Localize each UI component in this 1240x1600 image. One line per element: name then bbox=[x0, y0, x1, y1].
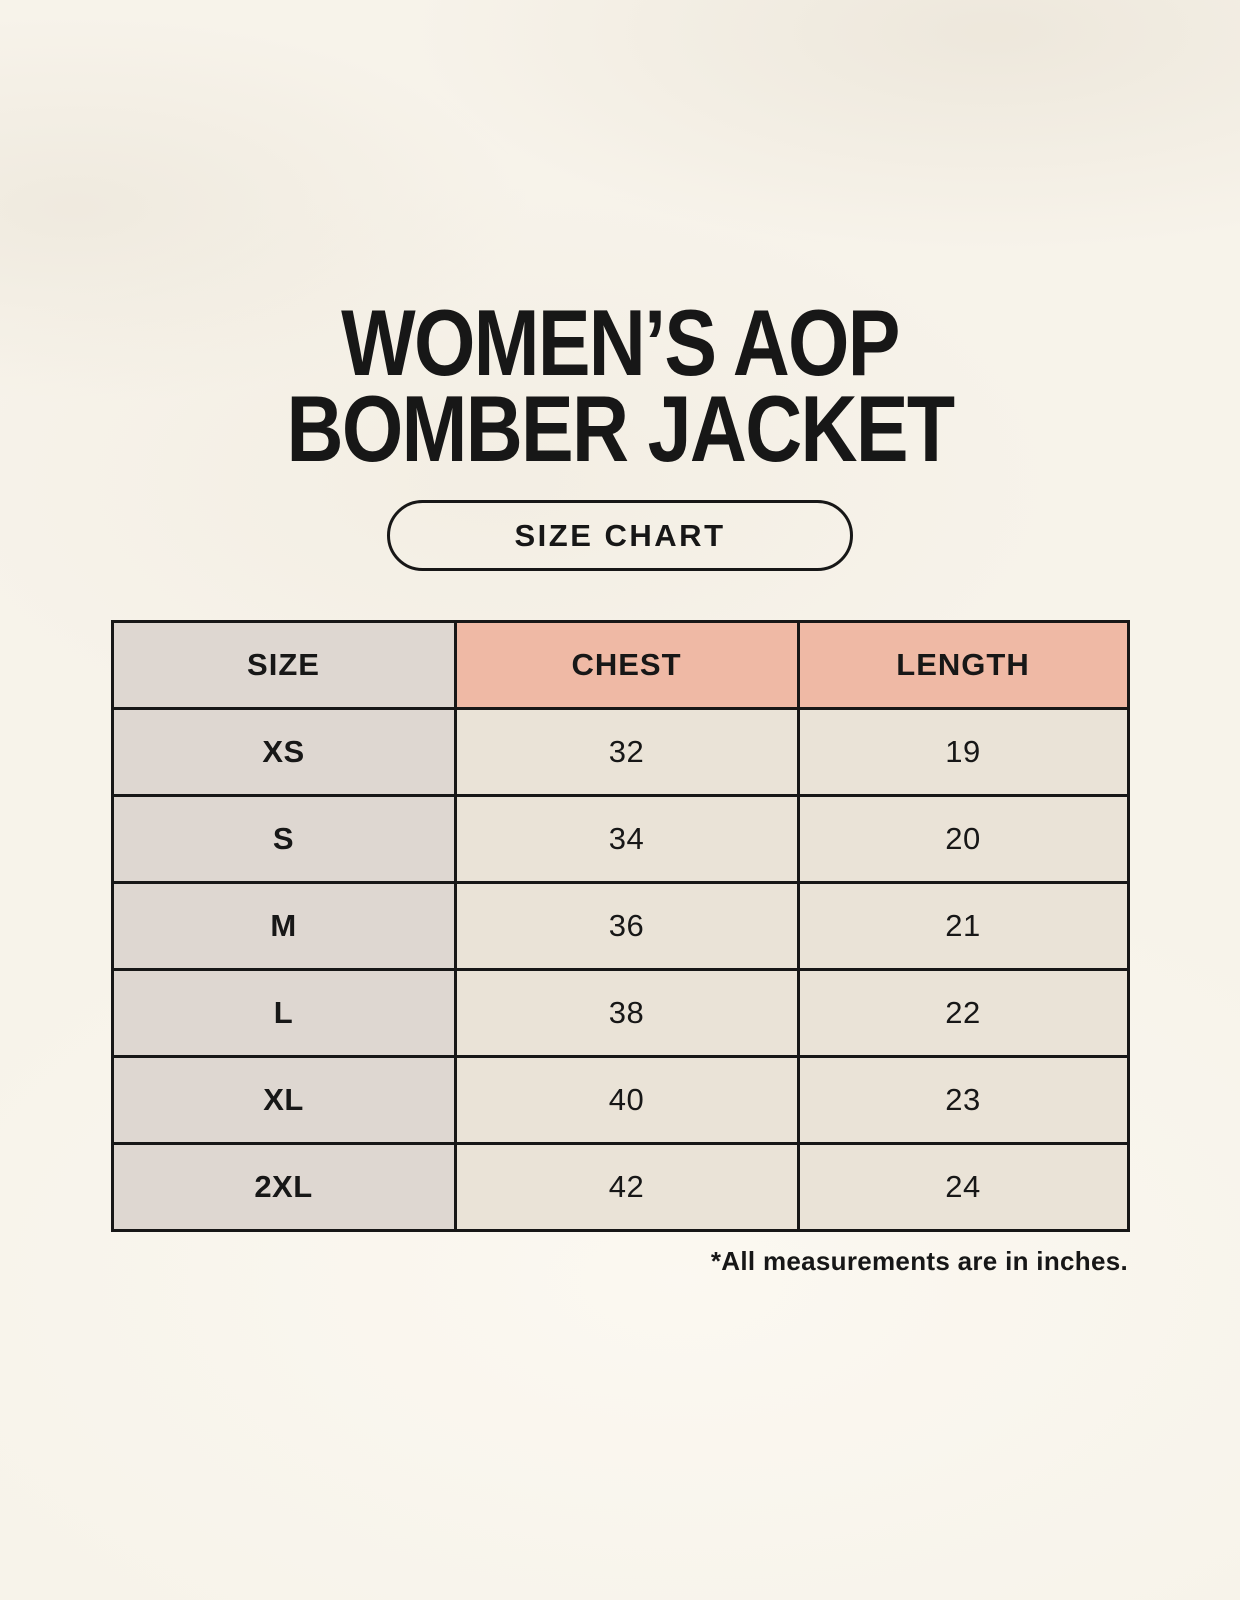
size-cell: XS bbox=[110, 707, 457, 797]
chest-cell: 42 bbox=[453, 1142, 800, 1232]
page-title-line1: WOMEN’S AOP bbox=[341, 290, 900, 395]
size-table: SIZE CHEST LENGTH XS 32 19 S 34 20 M 36 … bbox=[110, 620, 1130, 1232]
column-header-length: LENGTH bbox=[796, 620, 1130, 710]
table-row-xs: XS 32 19 bbox=[110, 707, 1130, 797]
chest-cell: 38 bbox=[453, 968, 800, 1058]
table-row-2xl: 2XL 42 24 bbox=[110, 1142, 1130, 1232]
column-header-size: SIZE bbox=[110, 620, 457, 710]
page-title-line2: BOMBER JACKET bbox=[286, 376, 956, 481]
size-cell: XL bbox=[110, 1055, 457, 1145]
table-row-s: S 34 20 bbox=[110, 794, 1130, 884]
size-cell: 2XL bbox=[110, 1142, 457, 1232]
length-cell: 20 bbox=[796, 794, 1130, 884]
size-chart-badge-label: SIZE CHART bbox=[514, 517, 726, 553]
table-row-l: L 38 22 bbox=[110, 968, 1130, 1058]
length-cell: 21 bbox=[796, 881, 1130, 971]
page-title: WOMEN’S AOP BOMBER JACKET bbox=[286, 290, 956, 481]
length-cell: 24 bbox=[796, 1142, 1130, 1232]
column-header-chest: CHEST bbox=[453, 620, 800, 710]
length-cell: 22 bbox=[796, 968, 1130, 1058]
table-header-row: SIZE CHEST LENGTH bbox=[110, 620, 1130, 710]
table-row-xl: XL 40 23 bbox=[110, 1055, 1130, 1145]
size-cell: M bbox=[110, 881, 457, 971]
chest-cell: 36 bbox=[453, 881, 800, 971]
length-cell: 23 bbox=[796, 1055, 1130, 1145]
chest-cell: 34 bbox=[453, 794, 800, 884]
length-cell: 19 bbox=[796, 707, 1130, 797]
chest-cell: 32 bbox=[453, 707, 800, 797]
size-cell: L bbox=[110, 968, 457, 1058]
table-row-m: M 36 21 bbox=[110, 881, 1130, 971]
chest-cell: 40 bbox=[453, 1055, 800, 1145]
size-cell: S bbox=[110, 794, 457, 884]
footnote: *All measurements are in inches. bbox=[710, 1246, 1128, 1276]
size-chart-badge[interactable]: SIZE CHART bbox=[387, 500, 853, 571]
